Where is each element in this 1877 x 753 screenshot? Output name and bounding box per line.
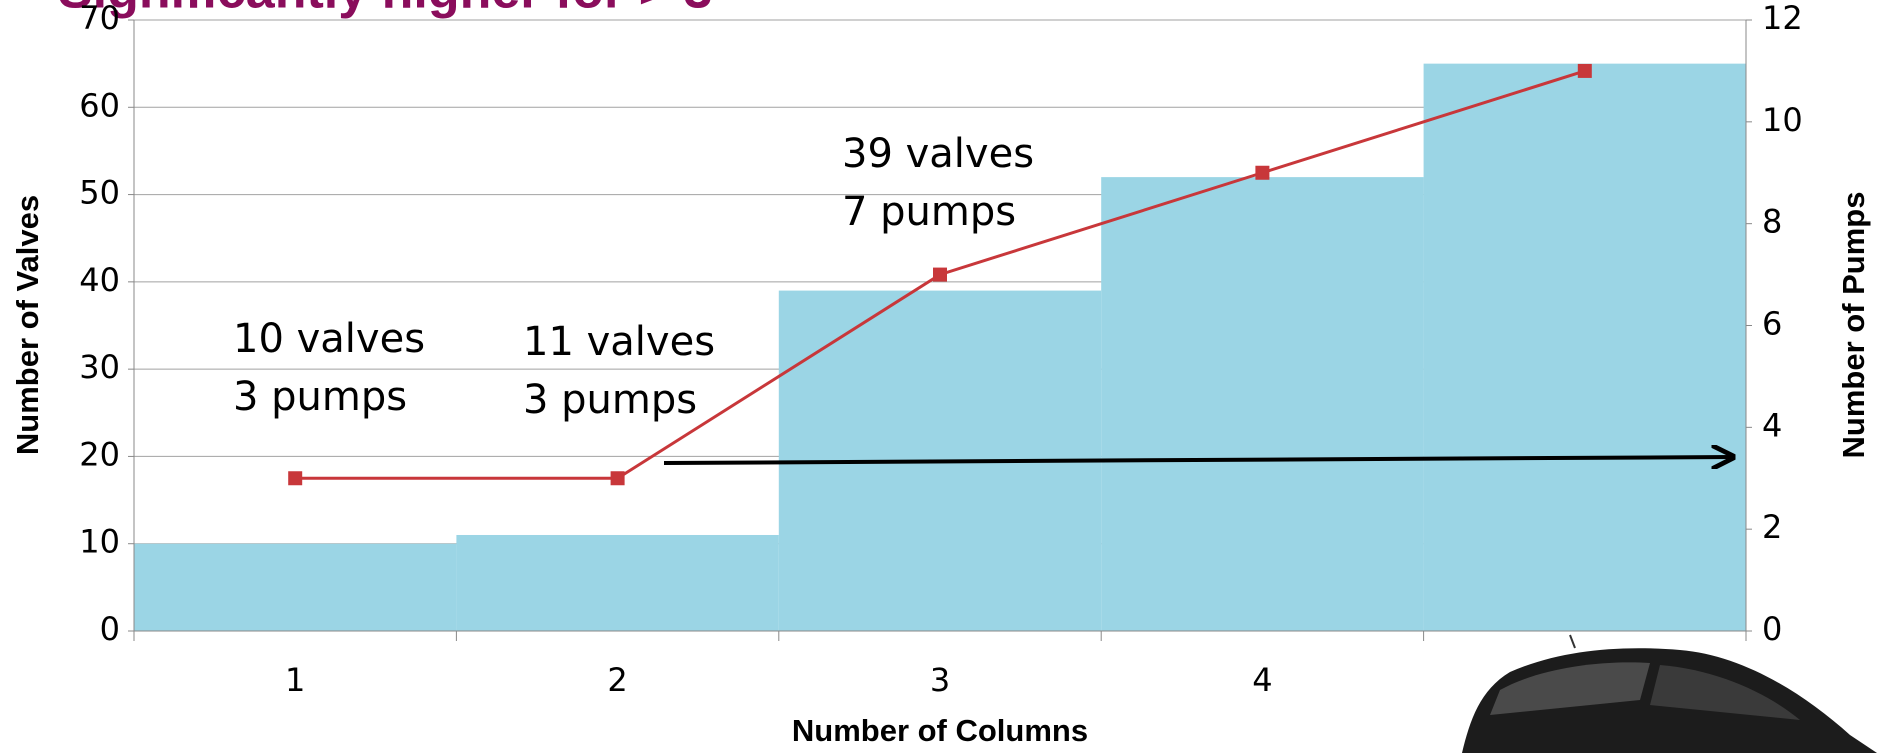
- y-tick-label: 40: [79, 261, 120, 299]
- y2-tick-label: 6: [1762, 305, 1782, 343]
- annotation: 3 pumps: [523, 377, 697, 423]
- y-tick-label: 30: [79, 348, 120, 386]
- y2-axis-title: Number of Pumps: [1836, 192, 1871, 459]
- car-illustration: [1462, 635, 1877, 753]
- x-axis-title: Number of Columns: [792, 713, 1088, 748]
- page: {"chart_data": {"type": "bar", "title": …: [0, 0, 1877, 753]
- y-tick-label: 20: [79, 435, 120, 473]
- annotation: 7 pumps: [842, 189, 1016, 235]
- x-tick-label: 3: [930, 661, 950, 699]
- y2-tick-label: 0: [1762, 610, 1782, 648]
- y-tick-label: 10: [79, 523, 120, 561]
- y-tick-label: 0: [100, 610, 120, 648]
- y2-tick-label: 2: [1762, 508, 1782, 546]
- bar: [134, 544, 456, 631]
- y-tick-label: 60: [79, 86, 120, 124]
- annotation: 39 valves: [842, 131, 1034, 177]
- annotation: 11 valves: [523, 319, 715, 365]
- annotation: 10 valves: [233, 316, 425, 362]
- chart: Significantly higher for > 3 01020304050…: [0, 0, 1877, 753]
- bar: [456, 535, 778, 631]
- y-axis-title: Number of Valves: [10, 195, 45, 455]
- y2-tick-label: 12: [1762, 0, 1803, 37]
- y-tick-label: 70: [79, 0, 120, 37]
- annotation: 3 pumps: [233, 374, 407, 420]
- line-marker: [288, 471, 302, 485]
- line-marker: [1578, 64, 1592, 78]
- chart-title: Significantly higher for > 3: [58, 0, 712, 20]
- y2-tick-label: 8: [1762, 203, 1782, 241]
- y2-tick-label: 4: [1762, 406, 1782, 444]
- y2-tick-label: 10: [1762, 101, 1803, 139]
- bar: [1424, 64, 1746, 631]
- x-tick-label: 2: [607, 661, 627, 699]
- line-marker: [933, 268, 947, 282]
- line-marker: [1255, 166, 1269, 180]
- y-tick-label: 50: [79, 174, 120, 212]
- line-marker: [611, 471, 625, 485]
- x-tick-label: 4: [1252, 661, 1272, 699]
- x-tick-label: 1: [285, 661, 305, 699]
- bar: [1101, 177, 1423, 631]
